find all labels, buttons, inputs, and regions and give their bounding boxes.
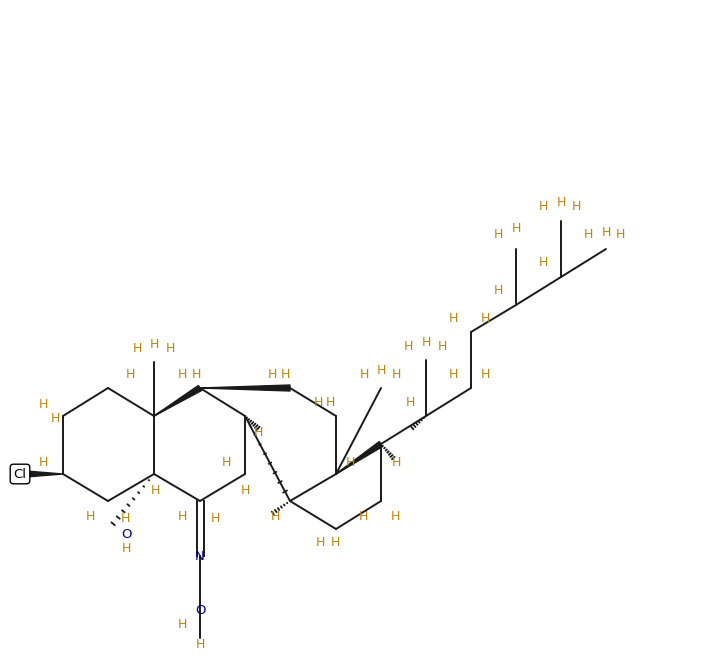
Polygon shape [336,442,383,474]
Text: H: H [86,509,94,523]
Text: H: H [437,339,446,353]
Text: H: H [391,509,400,523]
Text: H: H [314,395,322,409]
Text: H: H [315,536,325,550]
Polygon shape [20,471,63,478]
Text: H: H [359,509,367,523]
Text: H: H [121,542,131,554]
Text: H: H [325,395,335,409]
Text: H: H [449,368,457,380]
Text: H: H [121,511,130,525]
Text: H: H [481,368,490,380]
Text: H: H [192,368,200,382]
Text: H: H [38,455,48,469]
Text: H: H [405,395,415,409]
Text: H: H [391,455,401,469]
Text: H: H [38,397,48,411]
Text: H: H [211,511,220,525]
Text: H: H [166,341,175,355]
Text: H: H [177,509,187,523]
Text: H: H [240,484,250,496]
Text: H: H [601,225,611,239]
Text: H: H [150,337,159,351]
Text: H: H [177,619,187,631]
Text: H: H [270,509,280,523]
Text: H: H [616,229,624,241]
Text: H: H [126,368,135,380]
Text: H: H [359,368,369,380]
Text: Cl: Cl [14,467,27,480]
Text: H: H [221,455,231,469]
Polygon shape [154,386,202,416]
Text: H: H [404,339,412,353]
Text: H: H [150,484,160,496]
Text: H: H [449,312,457,324]
Text: H: H [330,536,340,550]
Text: O: O [195,604,205,617]
Text: N: N [195,550,205,563]
Text: H: H [132,341,142,355]
Text: H: H [493,285,502,297]
Text: H: H [195,639,205,652]
Text: H: H [253,426,263,438]
Text: H: H [571,200,581,214]
Text: H: H [50,411,60,424]
Text: H: H [391,368,401,380]
Text: H: H [267,368,277,380]
Text: H: H [177,368,187,382]
Text: H: H [481,312,490,324]
Text: H: H [376,364,386,376]
Text: H: H [421,335,431,349]
Text: H: H [556,196,566,210]
Text: H: H [511,221,521,235]
Text: H: H [280,368,290,380]
Polygon shape [200,385,290,391]
Text: H: H [538,200,547,214]
Text: H: H [493,229,502,241]
Text: H: H [538,256,547,270]
Text: O: O [121,529,131,542]
Text: H: H [346,455,355,469]
Text: H: H [583,229,592,241]
